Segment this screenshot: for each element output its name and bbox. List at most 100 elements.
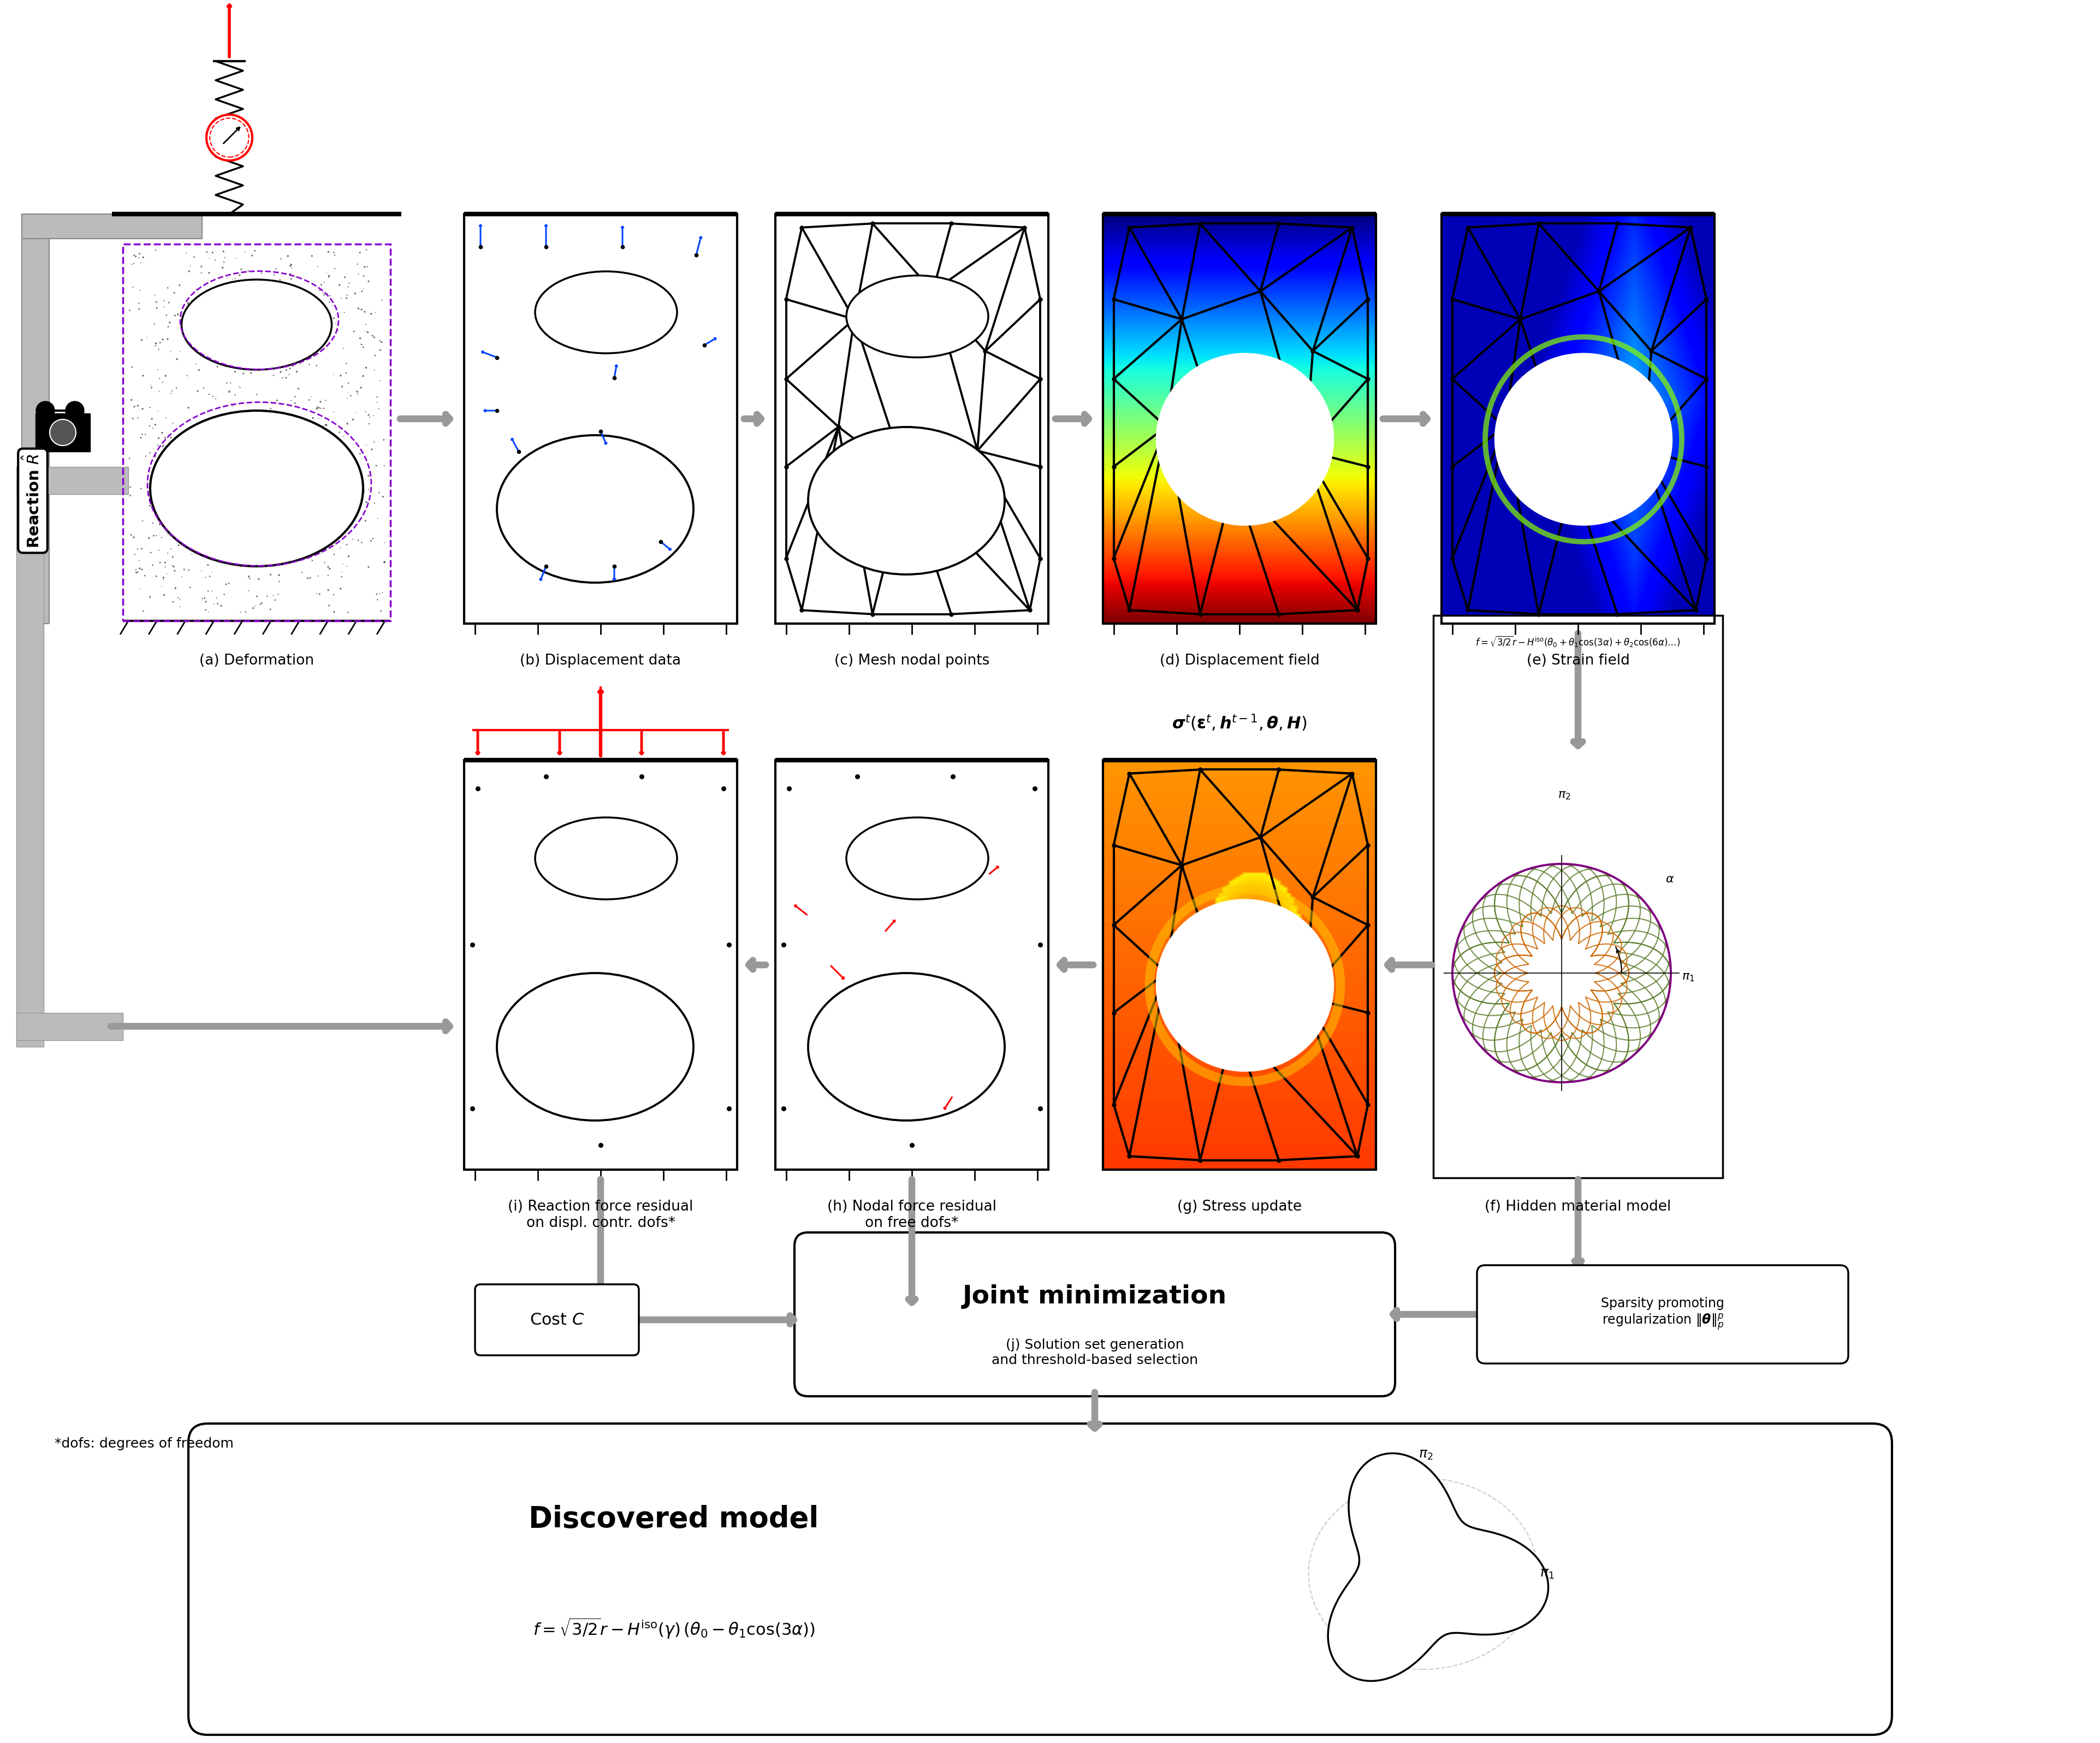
Point [160, 345, 193, 373]
Point [367, 425, 401, 453]
Point [355, 526, 388, 554]
Point [126, 598, 160, 626]
Point [174, 453, 208, 481]
Point [254, 289, 288, 317]
Point [769, 286, 802, 314]
Point [151, 519, 185, 547]
Text: Joint minimization: Joint minimization [962, 1285, 1226, 1309]
Point [262, 493, 296, 521]
Point [302, 277, 336, 305]
Ellipse shape [536, 272, 676, 354]
Point [351, 253, 384, 281]
Point [191, 598, 225, 626]
FancyBboxPatch shape [464, 214, 737, 624]
Point [220, 431, 254, 458]
Point [916, 277, 949, 305]
Point [151, 434, 185, 462]
Point [269, 465, 302, 493]
Point [193, 380, 227, 408]
Text: Reaction $\hat{R}$: Reaction $\hat{R}$ [23, 453, 42, 547]
Point [187, 329, 220, 357]
Point [315, 291, 349, 319]
Point [244, 591, 277, 619]
Point [124, 277, 158, 305]
Point [254, 317, 288, 345]
Point [838, 305, 871, 333]
Point [229, 598, 262, 626]
Point [1340, 596, 1373, 624]
Point [277, 300, 311, 328]
Point [143, 537, 176, 565]
Point [307, 268, 340, 296]
Point [286, 483, 319, 511]
Point [298, 478, 332, 505]
Point [200, 584, 233, 612]
Point [279, 357, 313, 385]
Point [326, 422, 359, 450]
Point [1451, 596, 1485, 624]
Point [1690, 453, 1724, 481]
Point [170, 314, 204, 342]
Point [359, 298, 393, 326]
Point [254, 596, 288, 624]
Point [147, 492, 181, 519]
Text: $\alpha$: $\alpha$ [1665, 873, 1674, 884]
Point [124, 249, 158, 277]
Point [118, 392, 151, 420]
Point [189, 587, 223, 615]
Point [172, 289, 206, 317]
Point [292, 385, 326, 413]
Point [172, 291, 206, 319]
Point [134, 371, 168, 399]
FancyBboxPatch shape [464, 760, 737, 1170]
Point [250, 406, 284, 434]
Point [254, 500, 288, 528]
Point [210, 570, 244, 598]
Point [139, 288, 172, 315]
Point [134, 539, 168, 566]
Point [195, 558, 229, 586]
Point [149, 481, 183, 509]
Point [118, 540, 151, 568]
Point [361, 389, 395, 417]
Point [208, 455, 242, 483]
Point [288, 505, 321, 533]
Point [262, 286, 296, 314]
Point [147, 563, 181, 591]
Point [208, 244, 242, 272]
Point [183, 458, 216, 486]
Point [231, 577, 265, 605]
Point [206, 237, 239, 265]
Point [260, 580, 294, 608]
Point [229, 286, 262, 314]
Point [342, 239, 376, 267]
Point [317, 361, 351, 389]
Point [235, 242, 269, 270]
Point [265, 406, 298, 434]
Point [172, 417, 206, 444]
Point [258, 586, 292, 614]
Point [265, 498, 298, 526]
Point [340, 378, 374, 406]
Text: $\pi_2$: $\pi_2$ [1420, 1448, 1432, 1461]
Point [281, 425, 315, 453]
Point [332, 274, 365, 302]
Point [330, 410, 363, 437]
Point [273, 260, 307, 288]
Point [136, 551, 170, 579]
Point [342, 439, 376, 467]
Ellipse shape [1157, 899, 1334, 1072]
Point [365, 286, 399, 314]
Point [275, 511, 309, 539]
Point [319, 309, 353, 336]
Point [162, 584, 195, 612]
Bar [17, 1013, 124, 1041]
Point [281, 507, 315, 535]
Point [183, 462, 216, 490]
Point [189, 539, 223, 566]
Point [855, 209, 888, 237]
Point [1487, 413, 1520, 441]
Point [158, 279, 191, 307]
Point [227, 359, 260, 387]
Point [328, 335, 361, 363]
